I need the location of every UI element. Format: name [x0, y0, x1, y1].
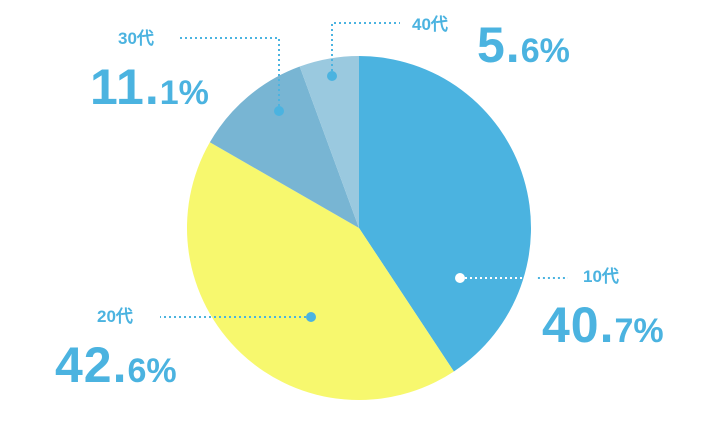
category-label-40s: 40代 [412, 15, 448, 34]
pie-slice-10s [359, 56, 531, 372]
percent-label-20s: 42.6% [55, 340, 177, 390]
pie-slice-40s [299, 56, 359, 228]
leader-dot-20s [306, 312, 316, 322]
percent-dec-40s: 6% [520, 32, 570, 70]
pie-slice-30s [209, 66, 359, 228]
leader-dot-40s [327, 71, 337, 81]
category-label-30s: 30代 [118, 29, 154, 48]
percent-label-40s: 5.6% [477, 20, 570, 70]
category-label-20s: 20代 [97, 307, 133, 326]
leader-dot-30s [274, 106, 284, 116]
percent-label-10s: 40.7% [542, 300, 664, 350]
percent-int-10s: 40. [542, 297, 615, 353]
category-label-10s: 10代 [583, 267, 619, 286]
percent-int-30s: 11. [90, 59, 160, 115]
leader-dot-10s [455, 273, 465, 283]
percent-dec-10s: 7% [614, 312, 664, 350]
percent-dec-30s: 1% [159, 74, 209, 112]
percent-dec-20s: 6% [127, 352, 177, 390]
pie-slice-20s [186, 142, 454, 400]
percent-int-20s: 42. [55, 337, 128, 393]
percent-label-30s: 11.1% [90, 62, 209, 112]
percent-int-40s: 5. [477, 17, 521, 73]
